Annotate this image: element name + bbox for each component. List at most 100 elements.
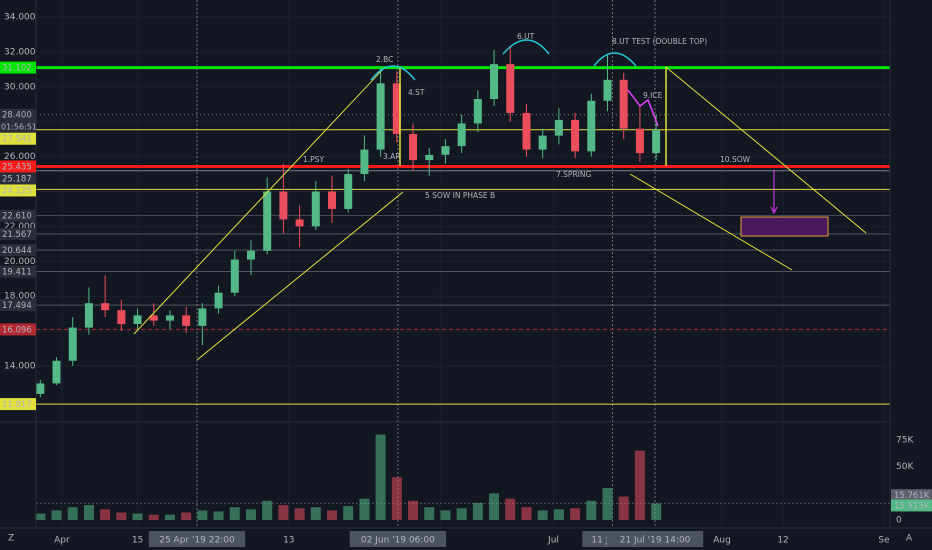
candle-body: [441, 146, 450, 155]
volume-bar: [618, 496, 629, 520]
arrow-head: [770, 206, 778, 215]
x-tick-label: Se: [878, 536, 890, 546]
y2-tick-label: 50K: [896, 462, 914, 472]
price-tag-label: 25.187: [2, 174, 32, 184]
x-tick-label: Apr: [54, 536, 70, 546]
y-tick-label: 34.000: [4, 12, 36, 22]
volume-bar: [278, 505, 289, 520]
candle-body: [133, 315, 142, 325]
y2-tick-label: 0: [896, 516, 902, 526]
volume-bar: [521, 507, 532, 520]
price-tag-label: 21.567: [2, 230, 32, 240]
countdown: 01:56:51: [1, 123, 37, 132]
price-tag: [0, 323, 36, 336]
volume-bar: [570, 508, 581, 520]
price-tag: [0, 108, 36, 121]
volume-bar: [505, 498, 516, 520]
volume-bar: [245, 509, 256, 520]
volume-bar: [100, 509, 111, 520]
candle-body: [214, 292, 223, 309]
price-tag-label: 31.102: [2, 64, 32, 74]
candle-body: [68, 327, 77, 361]
trend-line: [133, 66, 386, 335]
trend-line: [665, 66, 867, 234]
price-tag-label: 27.541: [2, 135, 32, 145]
volume-bar: [537, 510, 548, 520]
volume-bar: [164, 514, 175, 520]
volume-bar: [294, 508, 305, 520]
time-marker-tag: [349, 531, 447, 547]
volume-bar: [310, 507, 321, 520]
ice-path: [627, 89, 659, 127]
volume-tag-label: 15.515K: [894, 501, 930, 511]
candle-body: [84, 303, 93, 328]
x-tick-label: 13: [283, 536, 294, 546]
x-tick-label: 12: [777, 536, 788, 546]
volume-bar: [375, 434, 386, 520]
candle-body: [182, 315, 191, 326]
volume-bar: [327, 510, 338, 520]
arc: [370, 65, 416, 81]
time-marker-tag: [606, 531, 704, 547]
y-tick-label: 22.000: [4, 222, 36, 232]
volume-bar: [229, 507, 240, 520]
candle-body: [165, 315, 174, 321]
time-marker-label: 02 Jun '19 06:00: [361, 536, 435, 546]
price-tag-label: 16.096: [2, 325, 32, 335]
candles: [35, 46, 662, 520]
annotation: 5 SOW IN PHASE B: [425, 191, 495, 200]
candle-body: [587, 100, 596, 152]
candle-body: [603, 79, 612, 101]
time-marker-label: 25 Apr '19 22:00: [159, 536, 235, 546]
footer-icon[interactable]: A: [906, 534, 913, 544]
annotation: 2.BC: [376, 55, 393, 64]
annotation: 10.SOW: [720, 155, 751, 164]
volume-bar: [408, 500, 419, 520]
volume-bar: [148, 514, 159, 520]
volume-bar: [213, 511, 224, 520]
candle-body: [117, 310, 126, 325]
candle-body: [506, 64, 515, 113]
y-tick-label: 32.000: [4, 47, 36, 57]
y-tick-label: 26.000: [4, 152, 36, 162]
volume-bar: [51, 510, 62, 520]
y-tick-label: 30.000: [4, 82, 36, 92]
price-tag: [0, 398, 36, 411]
time-marker-tag: [148, 531, 246, 547]
candle-body: [571, 119, 580, 152]
volume-bar: [391, 477, 402, 520]
price-tag-label: 24.125: [2, 186, 32, 196]
price-tag: [0, 299, 36, 312]
volume-tag-label: 15.761K: [894, 491, 930, 501]
x-tick-label: Aug: [713, 536, 731, 546]
volume-bar: [83, 505, 94, 520]
candle-body: [554, 119, 563, 136]
candle-body: [101, 303, 110, 311]
candle-body: [246, 250, 255, 260]
annotation: 6.UT: [517, 32, 535, 41]
volume-bar: [424, 507, 435, 520]
x-tick-label: Jul: [547, 536, 559, 546]
volume-bar: [553, 509, 564, 520]
candle-body: [311, 191, 320, 227]
candle-body: [619, 79, 628, 129]
price-tag-label: 25.435: [2, 162, 32, 172]
candle-body: [457, 123, 466, 147]
volume-bar: [132, 513, 143, 520]
price-tag-label: 19.411: [2, 268, 32, 278]
candle-body: [149, 315, 158, 321]
candle-body: [230, 259, 239, 293]
price-tag-label: 17.494: [2, 301, 32, 311]
volume-bar: [602, 487, 613, 520]
price-tag: [0, 209, 36, 222]
candle-body: [473, 99, 482, 124]
volume-bar: [456, 508, 467, 520]
candle-body: [376, 83, 385, 150]
y-tick-label: 18.000: [4, 292, 36, 302]
volume-bar: [472, 502, 483, 520]
axis-tags: 34.00032.00030.00028.00026.00024.00022.0…: [0, 12, 932, 547]
footer-icon[interactable]: Z: [8, 534, 14, 544]
price-tag-label: 22.610: [2, 212, 32, 222]
x-tick-label: 15: [132, 536, 143, 546]
price-tag: [0, 184, 36, 197]
